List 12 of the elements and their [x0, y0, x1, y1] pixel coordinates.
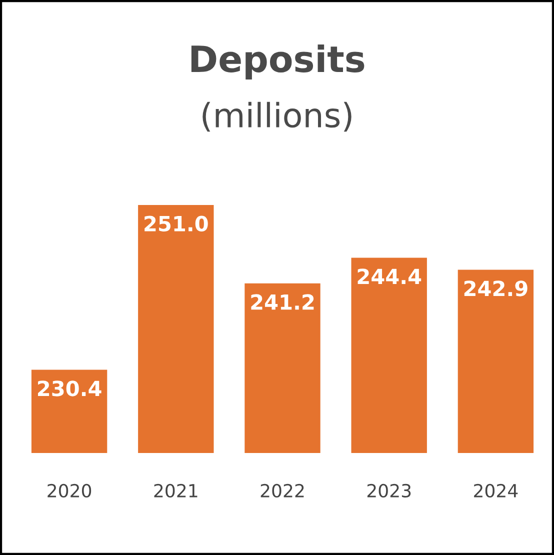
chart-title: Deposits: [191, 44, 364, 80]
x-tick-label: 2024: [474, 484, 518, 498]
x-tick-label: 2022: [260, 484, 304, 498]
x-tick-label: 2021: [154, 484, 198, 498]
data-label: 244.4: [358, 268, 422, 284]
data-label: 241.2: [251, 294, 314, 310]
data-label: 242.9: [464, 280, 528, 296]
x-tick-label: 2020: [48, 484, 92, 498]
data-label: 251.0: [144, 216, 208, 232]
x-tick-label: 2023: [367, 484, 411, 498]
chart-subtitle: (millions): [202, 102, 352, 132]
data-label: 230.4: [38, 380, 102, 396]
